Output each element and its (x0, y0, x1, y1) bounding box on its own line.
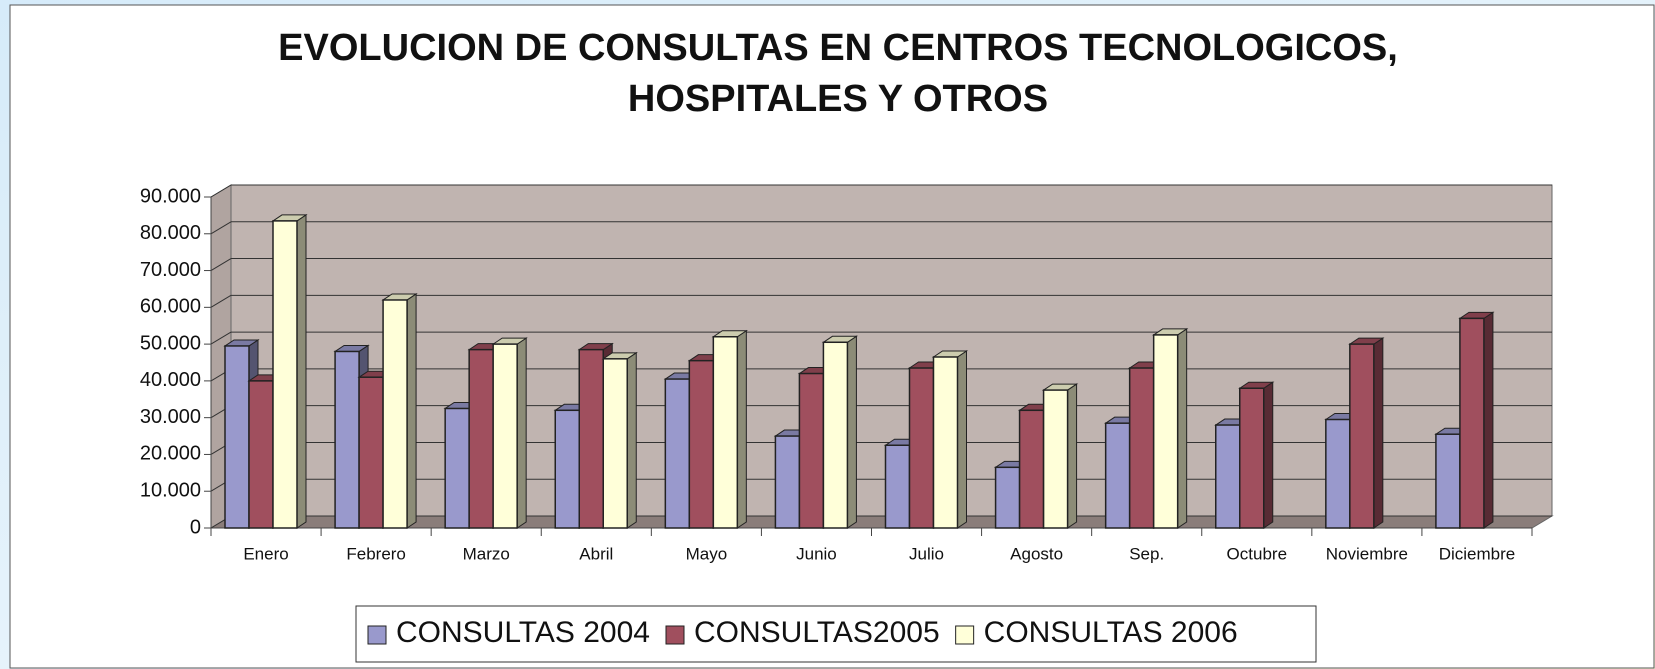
bar (1238, 381, 1275, 529)
x-tick-label: Febrero (346, 544, 406, 563)
y-tick-label: 60.000 (140, 296, 201, 318)
y-tick-label: 90.000 (140, 185, 201, 207)
bar-front (822, 341, 849, 529)
bar-front (272, 220, 298, 529)
bar-side (626, 351, 637, 529)
bar (271, 213, 308, 529)
x-tick-label: Abril (579, 544, 613, 563)
grid-line (210, 294, 232, 308)
x-tick-label: Marzo (463, 544, 510, 563)
legend-label: CONSULTAS2005 (694, 616, 940, 649)
y-tick-label: 30.000 (140, 406, 201, 428)
bar-side (1263, 381, 1274, 529)
bar-front (712, 336, 739, 529)
bar (1152, 327, 1189, 529)
bar-front (578, 348, 604, 529)
legend-swatch (665, 625, 685, 645)
x-tick-label: Noviembre (1326, 544, 1408, 563)
legend-box (355, 605, 1317, 663)
bar-front (1104, 422, 1131, 529)
bar (1458, 311, 1495, 529)
x-tick-label: Diciembre (1439, 544, 1516, 563)
bar-front (1128, 367, 1155, 529)
grid-line (210, 331, 232, 345)
bar (1348, 337, 1385, 529)
y-tick-label: 40.000 (140, 369, 201, 391)
bar-front (468, 348, 494, 529)
bar-side (516, 337, 527, 529)
bar (821, 335, 859, 529)
bar-front (1215, 424, 1241, 529)
bar-front (382, 299, 408, 529)
bar-front (224, 345, 250, 529)
bar-front (1152, 334, 1179, 529)
bar-front (554, 409, 580, 529)
bar-side (1373, 337, 1384, 529)
bar-front (334, 350, 360, 529)
x-tick-label: Sep. (1129, 544, 1164, 563)
x-tick-label: Julio (909, 544, 944, 563)
bar-side (296, 213, 307, 529)
bar-side (1177, 327, 1188, 529)
bar-front (444, 407, 470, 529)
chart-title: HOSPITALES Y OTROS (628, 78, 1048, 120)
bar (711, 329, 748, 529)
bar (381, 293, 418, 529)
bar (931, 350, 969, 529)
x-tick-label: Enero (243, 544, 288, 563)
grid-line (210, 258, 232, 271)
bar (1041, 383, 1079, 529)
y-tick-label: 50.000 (140, 332, 201, 354)
bar-front (932, 356, 959, 529)
bar-front (1325, 418, 1351, 529)
chart-title: EVOLUCION DE CONSULTAS EN CENTROS TECNOL… (278, 27, 1398, 69)
bar-front (1042, 389, 1069, 529)
bar (601, 351, 638, 529)
bar-front (994, 466, 1021, 529)
y-tick-label: 0 (190, 516, 201, 538)
bar-front (358, 376, 384, 529)
y-tick-label: 10.000 (140, 480, 201, 502)
bar-front (798, 372, 825, 529)
bar-front (664, 378, 691, 529)
grid-line (210, 184, 232, 198)
x-tick-label: Octubre (1227, 544, 1287, 563)
bar-front (774, 435, 801, 529)
legend-label: CONSULTAS 2006 (984, 616, 1238, 649)
x-tick-label: Junio (796, 544, 837, 563)
bar-side (1067, 383, 1078, 529)
bar-front (884, 444, 911, 529)
bar-front (248, 380, 274, 529)
legend-swatch (367, 625, 387, 645)
bar-front (1349, 343, 1375, 529)
x-tick-label: Agosto (1010, 544, 1063, 563)
bar-front (1435, 433, 1461, 529)
y-tick-label: 70.000 (140, 259, 201, 281)
y-tick-label: 20.000 (140, 443, 201, 465)
bar-side (846, 335, 857, 529)
y-tick-label: 80.000 (140, 222, 201, 244)
legend: CONSULTAS 2004 CONSULTAS2005 CONSULTAS 200… (355, 605, 1317, 663)
bar-side (406, 293, 417, 529)
bar-front (688, 359, 715, 529)
bar-front (492, 343, 518, 529)
legend-swatch (955, 625, 975, 645)
legend-label: CONSULTAS 2004 (396, 616, 650, 649)
bar-front (908, 367, 935, 529)
bar-front (602, 358, 628, 529)
bar (491, 337, 528, 529)
bar-front (1459, 317, 1485, 529)
bar-side (1483, 311, 1494, 529)
bar-side (736, 329, 747, 529)
bar-front (1018, 409, 1045, 529)
x-tick-label: Mayo (686, 544, 728, 563)
bar-side (957, 350, 967, 529)
grid-line (210, 221, 232, 235)
bar-front (1239, 387, 1265, 529)
